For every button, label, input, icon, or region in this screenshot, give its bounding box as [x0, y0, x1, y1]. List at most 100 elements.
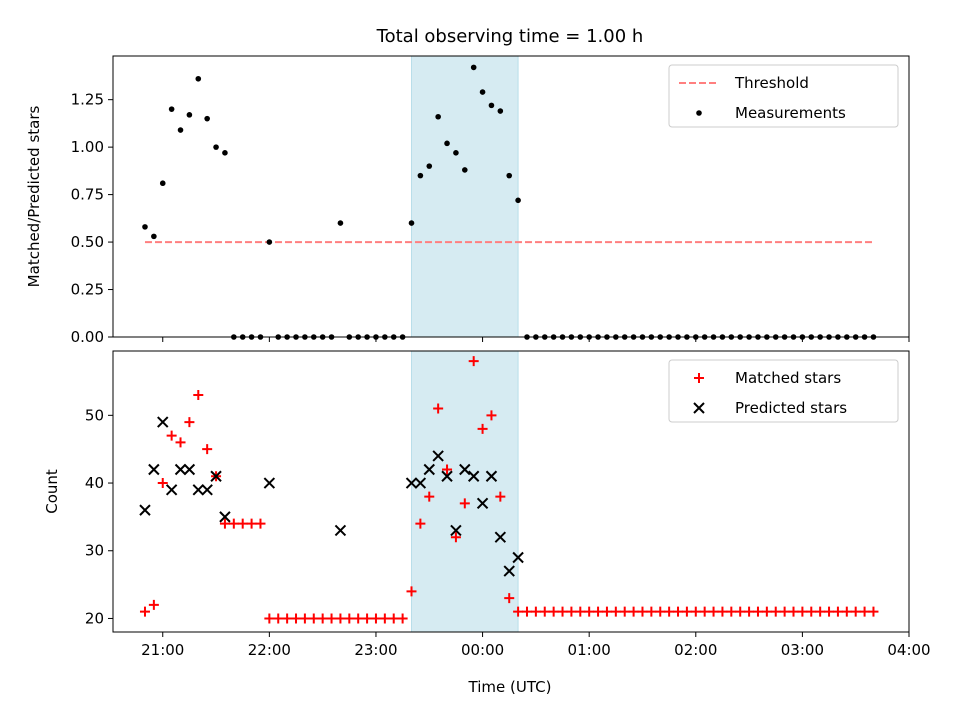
measurement-point — [435, 113, 441, 120]
x-tick-label: 04:00 — [887, 641, 930, 659]
predicted-star-point — [405, 477, 418, 489]
matched-star-point — [726, 606, 737, 617]
legend-label: Measurements — [735, 104, 846, 122]
matched-star-point — [326, 613, 337, 624]
predicted-star-point — [174, 463, 187, 476]
matched-star-point — [308, 613, 319, 624]
matched-star-point — [450, 532, 461, 543]
measurement-point — [186, 112, 193, 118]
matched-star-point — [681, 606, 692, 617]
matched-star-point — [566, 606, 577, 617]
matched-star-point — [752, 606, 763, 617]
matched-star-point — [593, 606, 604, 617]
matched-star-point — [539, 606, 550, 617]
y-tick-label: 1.25 — [71, 91, 104, 109]
matched-star-point — [237, 518, 248, 529]
matched-star-point — [744, 606, 755, 617]
measurement-point — [497, 108, 504, 114]
legend-label: Matched stars — [735, 369, 841, 387]
measurement-point — [159, 180, 166, 187]
highlight-span — [411, 55, 519, 338]
xlabel: Time (UTC) — [468, 678, 552, 696]
predicted-star-point — [148, 463, 160, 476]
matched-star-point — [557, 606, 568, 617]
matched-star-point — [157, 478, 168, 489]
predicted-star-point — [183, 463, 196, 476]
matched-star-point — [832, 606, 843, 617]
legend-label: Predicted stars — [735, 399, 847, 417]
matched-star-point — [397, 613, 408, 624]
y-tick-label: 0.75 — [71, 186, 104, 204]
matched-star-point — [255, 518, 266, 529]
matched-star-point — [415, 518, 426, 529]
predicted-star-point — [459, 463, 471, 476]
predicted-star-point — [334, 524, 347, 537]
measurement-point — [444, 140, 450, 147]
matched-star-point — [628, 606, 639, 617]
matched-star-point — [824, 606, 835, 617]
measurement-point — [417, 172, 424, 179]
matched-star-point — [477, 423, 488, 434]
legend-predicted-swatch — [693, 402, 705, 414]
matched-star-point — [317, 613, 328, 624]
measurement-point — [337, 220, 344, 226]
predicted-star-point — [450, 524, 462, 537]
matched-star-point — [673, 606, 684, 617]
bottom-ylabel: Count — [43, 469, 61, 514]
x-tick-label: 21:00 — [141, 641, 184, 659]
matched-star-point — [193, 390, 204, 401]
matched-star-point — [717, 606, 728, 617]
matched-star-point — [299, 613, 310, 624]
legend-box — [668, 64, 899, 128]
matched-star-point — [246, 518, 257, 529]
predicted-star-point — [210, 470, 222, 482]
matched-star-point — [797, 606, 808, 617]
matched-star-point — [655, 606, 666, 617]
y-tick-label: 20 — [85, 609, 104, 627]
measurement-point — [195, 75, 202, 82]
matched-star-point — [202, 444, 213, 455]
x-tick-label: 23:00 — [354, 641, 397, 659]
matched-star-point — [841, 606, 852, 617]
predicted-star-point — [414, 477, 427, 489]
predicted-star-point — [432, 450, 444, 462]
y-tick-label: 40 — [85, 474, 104, 492]
matched-star-point — [344, 613, 355, 624]
matched-star-point — [530, 606, 541, 617]
predicted-star-point — [485, 470, 498, 482]
matched-star-point — [139, 606, 150, 617]
matched-star-point — [584, 606, 595, 617]
measurement-point — [168, 106, 175, 112]
predicted-star-point — [441, 470, 453, 482]
measurement-point — [479, 89, 486, 95]
matched-star-point — [788, 606, 799, 617]
predicted-star-point — [165, 484, 178, 496]
legend-measurement-swatch — [696, 110, 702, 116]
matched-star-point — [335, 613, 346, 624]
matched-star-point — [646, 606, 657, 617]
matched-star-point — [175, 437, 186, 448]
top-ylabel: Matched/Predicted stars — [25, 106, 43, 288]
x-tick-label: 00:00 — [461, 641, 504, 659]
legend: Threshold Measurements — [668, 64, 899, 128]
matched-star-point — [735, 606, 746, 617]
matched-star-point — [521, 606, 532, 617]
matched-star-point — [433, 403, 444, 414]
matched-star-point — [424, 491, 435, 502]
plot-layers: 0.00 0.25 0.50 0.75 1.00 1.25 Threshold Measure… — [71, 55, 931, 659]
axes-frame — [112, 55, 910, 338]
matched-star-point — [406, 586, 417, 597]
predicted-star-point — [192, 484, 204, 496]
matched-star-point — [388, 613, 399, 624]
matched-star-point — [806, 606, 817, 617]
predicted-star-point — [512, 551, 524, 564]
matched-star-point — [379, 613, 390, 624]
predicted-star-point — [467, 470, 480, 482]
predicted-star-point — [503, 565, 515, 577]
matched-star-point — [370, 613, 381, 624]
matched-star-point — [779, 606, 790, 617]
measurement-point — [470, 64, 477, 71]
measurement-point — [408, 220, 415, 226]
measurement-point — [204, 115, 210, 122]
measurement-point — [462, 167, 468, 173]
